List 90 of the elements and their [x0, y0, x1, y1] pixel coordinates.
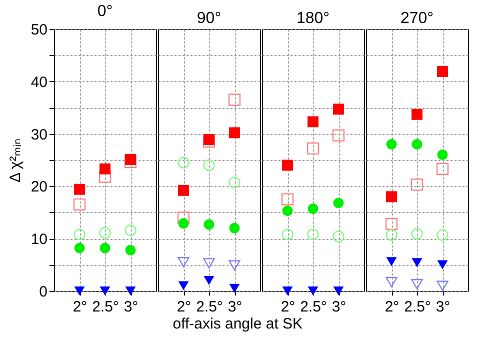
point [306, 142, 320, 155]
point [229, 222, 240, 234]
x-tick-label: 2° [176, 298, 192, 316]
x-tick-label: 3° [124, 298, 138, 316]
x-tick-label: 2° [384, 298, 400, 316]
point [228, 260, 240, 270]
point [204, 134, 214, 146]
point [125, 154, 136, 165]
point [203, 159, 215, 172]
point [125, 244, 136, 256]
point [99, 227, 111, 239]
x-tick-label: 2.5° [92, 298, 119, 316]
point [74, 286, 85, 296]
point [437, 150, 448, 160]
y-tick-label: 20 [30, 178, 48, 196]
point [100, 163, 110, 174]
point [386, 229, 398, 241]
point [100, 242, 110, 254]
point [282, 286, 293, 296]
point [98, 170, 112, 183]
point [178, 257, 190, 268]
point [178, 156, 190, 168]
chart-title: 270° [400, 10, 434, 27]
point [178, 184, 189, 196]
y-tick-label: 30 [30, 126, 48, 144]
x-tick-label: 3° [228, 298, 242, 316]
x-tick-label: 3° [332, 298, 346, 316]
point [412, 108, 422, 120]
point [412, 258, 422, 268]
point [386, 191, 397, 202]
point [332, 230, 344, 242]
point [100, 286, 110, 296]
point [73, 198, 86, 211]
point [412, 139, 422, 150]
point [178, 218, 189, 229]
point [307, 228, 319, 240]
point [385, 218, 398, 230]
x-tick-label: 2° [72, 298, 88, 316]
point [436, 162, 449, 175]
point [74, 228, 86, 240]
x-tick-label: 2.5° [404, 298, 431, 316]
point [437, 66, 448, 77]
point [411, 228, 423, 240]
point [124, 156, 137, 168]
y-axis-title: Δ χ²ₘᵢₙ [6, 138, 24, 182]
point [332, 129, 345, 142]
x-axis-title: off-axis angle at SK [172, 316, 303, 332]
y-tick-label: 0 [39, 284, 48, 300]
x-tick-label: 2° [280, 298, 296, 316]
point [436, 280, 448, 291]
point [436, 229, 448, 241]
point [386, 257, 397, 266]
point [333, 104, 344, 115]
point [281, 193, 294, 206]
point [74, 184, 85, 195]
y-tick-label: 40 [30, 74, 48, 91]
point [178, 281, 189, 290]
point [204, 276, 214, 286]
y-tick-label: 10 [30, 231, 48, 248]
point [410, 178, 424, 191]
point [202, 136, 216, 148]
point [229, 127, 240, 138]
x-tick-label: 3° [436, 298, 450, 316]
point [333, 286, 344, 296]
point [386, 276, 398, 288]
x-tick-label: 2.5° [196, 298, 223, 316]
y-tick-label: 50 [30, 22, 48, 38]
point [308, 286, 318, 296]
point [386, 139, 397, 150]
point [282, 206, 293, 216]
x-tick-label: 2.5° [300, 298, 327, 316]
chart-title: 0° [97, 3, 113, 20]
point [282, 160, 293, 171]
point [228, 176, 240, 188]
chart-title: 180° [296, 10, 330, 27]
point [308, 116, 318, 128]
point [177, 212, 190, 224]
point [74, 242, 85, 254]
point [204, 219, 214, 230]
point [308, 204, 318, 214]
point [203, 258, 215, 268]
chart-title: 90° [196, 10, 222, 27]
point [125, 286, 136, 296]
point [282, 228, 294, 240]
point [228, 94, 241, 106]
point [124, 224, 136, 236]
point [411, 279, 423, 290]
point [333, 198, 344, 208]
point [229, 284, 240, 293]
point [437, 260, 448, 270]
